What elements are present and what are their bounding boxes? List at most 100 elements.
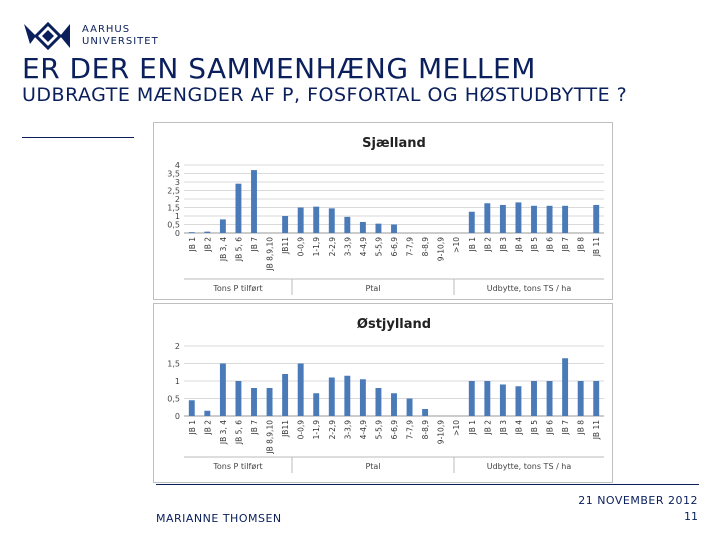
x-tick-label: 9-10,9 [437,420,446,444]
x-tick-label: JB 6 [546,237,555,253]
bar [375,223,382,233]
x-tick-label: 4-4,9 [359,420,368,440]
bar [328,208,335,233]
bar [577,381,584,416]
bar [235,183,242,233]
page-number: 11 [684,510,698,523]
x-tick-label: 5-5,9 [374,237,383,257]
x-tick-label: JB 3, 4 [219,420,228,445]
bar [328,377,335,416]
x-tick-label: JB11 [281,237,290,255]
bar [546,381,553,416]
aarhus-seal-icon [24,21,70,51]
x-tick-label: 4-4,9 [359,237,368,257]
bar [344,375,351,416]
y-tick-label: 2 [175,342,180,351]
y-tick-label: 0 [175,412,180,421]
bar [235,381,242,416]
bar [204,231,211,233]
bar [188,232,195,233]
bar [359,221,366,233]
x-tick-label: JB 1 [468,237,477,253]
x-tick-label: JB 1 [188,420,197,436]
x-tick-label: 9-10,9 [437,237,446,261]
x-tick-label: JB 3 [499,237,508,253]
x-tick-label: JB 8 [577,420,586,436]
y-tick-label: 1,5 [167,360,180,369]
bar [484,203,491,233]
bar [531,205,537,233]
x-tick-label: JB 4 [514,420,523,436]
x-tick-label: JB 2 [483,420,492,436]
bar [251,388,257,416]
footer-date: 21 NOVEMBER 2012 [578,494,698,507]
group-label: Ptal [365,284,380,293]
y-tick-label: 0 [175,229,180,238]
chart-title: Sjælland [362,136,426,151]
bar [562,358,569,416]
group-label: Udbytte, tons TS / ha [487,462,572,471]
bar [468,381,475,416]
bar [359,379,366,416]
y-tick-label: 2 [175,195,180,204]
bar [297,363,304,416]
x-tick-label: 7-7,9 [406,420,415,440]
bar [282,216,289,233]
bar [499,204,506,233]
chart-ostjylland: Østjylland 0 0,5 1 1,5 2 JB 1 JB 2 JB 3, 4 JB 5, … [153,303,613,483]
x-tick-label: 5-5,9 [374,420,383,440]
title-divider [22,137,134,138]
bar [391,224,397,233]
x-tick-label: JB 11 [592,420,601,441]
x-tick-label: JB 6 [546,420,555,436]
x-tick-label: JB 11 [592,237,601,258]
x-tick-label: 0-0,9 [297,420,306,440]
y-tick-label: 1 [175,212,180,221]
x-tick-label: JB 3, 4 [219,237,228,262]
bar [546,205,553,233]
x-tick-label: 2-2,9 [328,420,337,440]
x-tick-label: JB11 [281,420,290,438]
bar [422,409,429,416]
x-tick-label: JB 7 [561,237,570,253]
x-tick-label: 2-2,9 [328,237,337,257]
x-tick-label: JB 7 [561,420,570,436]
bar [251,170,257,233]
chart-ostjylland-svg: Østjylland 0 0,5 1 1,5 2 JB 1 JB 2 JB 3, 4 JB 5, … [167,317,604,473]
bar [391,393,397,416]
bar [282,374,289,416]
logo-line2: UNIVERSITET [82,36,159,47]
x-tick-label: 3-3,9 [343,420,352,440]
x-tick-label: JB 2 [203,420,212,436]
group-label: Ptal [365,462,380,471]
bar [313,206,320,233]
x-tick-label: >10 [452,237,461,253]
x-tick-label: JB 7 [250,237,259,253]
group-label: Tons P tilført [212,284,262,293]
university-logo: AARHUS UNIVERSITET [22,18,162,58]
x-tick-label: 8-8,9 [421,420,430,440]
chart-sjaelland: Sjælland 0 0,5 1 1,5 2 2,5 3 3,5 4 JB 1 JB 2 JB 3, 4… [153,122,613,300]
bar [531,381,537,416]
bar [266,388,273,416]
group-label: Tons P tilført [212,462,262,471]
y-tick-label: 1,5 [167,204,180,213]
x-tick-label: 7-7,9 [406,237,415,257]
x-tick-label: JB 5 [530,420,539,436]
bar [593,381,600,416]
bar [219,219,226,233]
bar [204,410,211,416]
chart-title: Østjylland [357,317,431,332]
x-tick-label: JB 5, 6 [234,420,243,445]
x-tick-label: 1-1,9 [312,237,321,257]
bar [484,381,491,416]
x-tick-label: JB 4 [514,237,523,253]
bar [188,400,195,416]
footer-author: MARIANNE THOMSEN [156,512,282,525]
logo-text: AARHUS UNIVERSITET [82,24,159,48]
x-tick-label: JB 5, 6 [234,237,243,262]
bar [515,386,522,416]
x-tick-label: 8-8,9 [421,237,430,257]
bar [406,398,413,416]
bar [515,202,522,233]
